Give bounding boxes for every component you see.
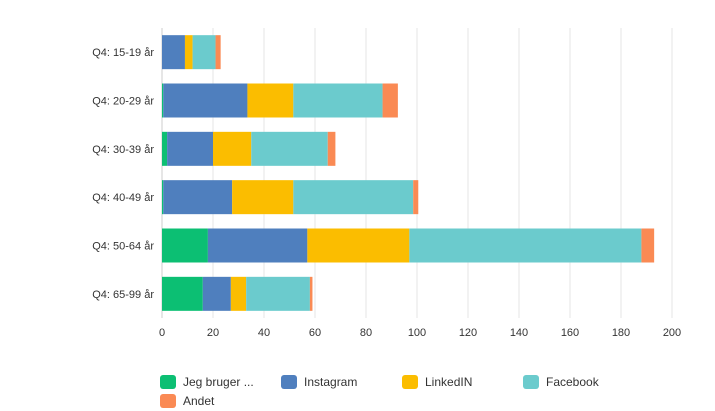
category-label: Q4: 15-19 år: [92, 47, 154, 59]
legend-label-instagram: Instagram: [304, 375, 358, 389]
bar-segment: [409, 228, 642, 263]
category-label: Q4: 30-39 år: [92, 144, 154, 156]
legend-item-jeg-bruger[interactable]: Jeg bruger ...: [160, 374, 254, 390]
category-label: Q4: 65-99 år: [92, 289, 154, 301]
chart-legend: Jeg bruger ... Instagram LinkedIN Facebo…: [160, 374, 680, 410]
legend-label-andet: Andet: [183, 394, 215, 408]
bar-segment: [213, 131, 252, 166]
bar-segment: [162, 180, 164, 215]
category-label: Q4: 20-29 år: [92, 96, 154, 108]
bar-segment: [162, 131, 168, 166]
x-tick-label: 0: [159, 327, 165, 339]
x-tick-label: 120: [459, 327, 477, 339]
bar-segment: [215, 35, 221, 70]
bar-segment: [184, 35, 193, 70]
bar-segment: [162, 83, 164, 118]
bar-segment: [162, 228, 208, 263]
bar-segment: [167, 131, 213, 166]
x-tick-label: 20: [207, 327, 219, 339]
bar-segment: [202, 276, 231, 311]
x-tick-label: 200: [663, 327, 681, 339]
x-tick-label: 60: [309, 327, 321, 339]
legend-item-facebook[interactable]: Facebook: [523, 374, 599, 390]
x-tick-label: 140: [510, 327, 528, 339]
legend-swatch-instagram: [281, 375, 297, 389]
bar-segment: [163, 180, 233, 215]
legend-label-linkedin: LinkedIN: [425, 375, 473, 389]
legend-item-instagram[interactable]: Instagram: [281, 374, 357, 390]
legend-swatch-linkedin: [402, 375, 418, 389]
bar-segment: [192, 35, 216, 70]
legend-label-facebook: Facebook: [546, 375, 599, 389]
bar-segment: [307, 228, 410, 263]
legend-item-linkedin[interactable]: LinkedIN: [402, 374, 472, 390]
x-tick-label: 160: [561, 327, 579, 339]
bar-segment: [247, 83, 294, 118]
bar-segment: [163, 83, 248, 118]
x-tick-label: 100: [408, 327, 426, 339]
bar-segment: [207, 228, 308, 263]
bar-segment: [641, 228, 655, 263]
bar-segment: [293, 180, 414, 215]
bar-segment: [162, 35, 185, 70]
x-tick-label: 180: [612, 327, 630, 339]
bar-segment: [309, 276, 313, 311]
category-label: Q4: 50-64 år: [92, 241, 154, 253]
bar-segment: [232, 180, 294, 215]
legend-label-jeg-bruger: Jeg bruger ...: [183, 375, 254, 389]
bar-segment: [246, 276, 310, 311]
bar-segment: [251, 131, 328, 166]
legend-swatch-jeg-bruger: [160, 375, 176, 389]
bar-segment: [382, 83, 398, 118]
category-label: Q4: 40-49 år: [92, 192, 154, 204]
bar-segment: [327, 131, 336, 166]
bar-segment: [413, 180, 419, 215]
x-tick-label: 80: [360, 327, 372, 339]
x-tick-label: 40: [258, 327, 270, 339]
bar-segment: [162, 276, 203, 311]
bar-segment: [230, 276, 247, 311]
legend-item-andet[interactable]: Andet: [160, 393, 214, 409]
legend-swatch-facebook: [523, 375, 539, 389]
legend-swatch-andet: [160, 394, 176, 408]
bar-segment: [293, 83, 383, 118]
